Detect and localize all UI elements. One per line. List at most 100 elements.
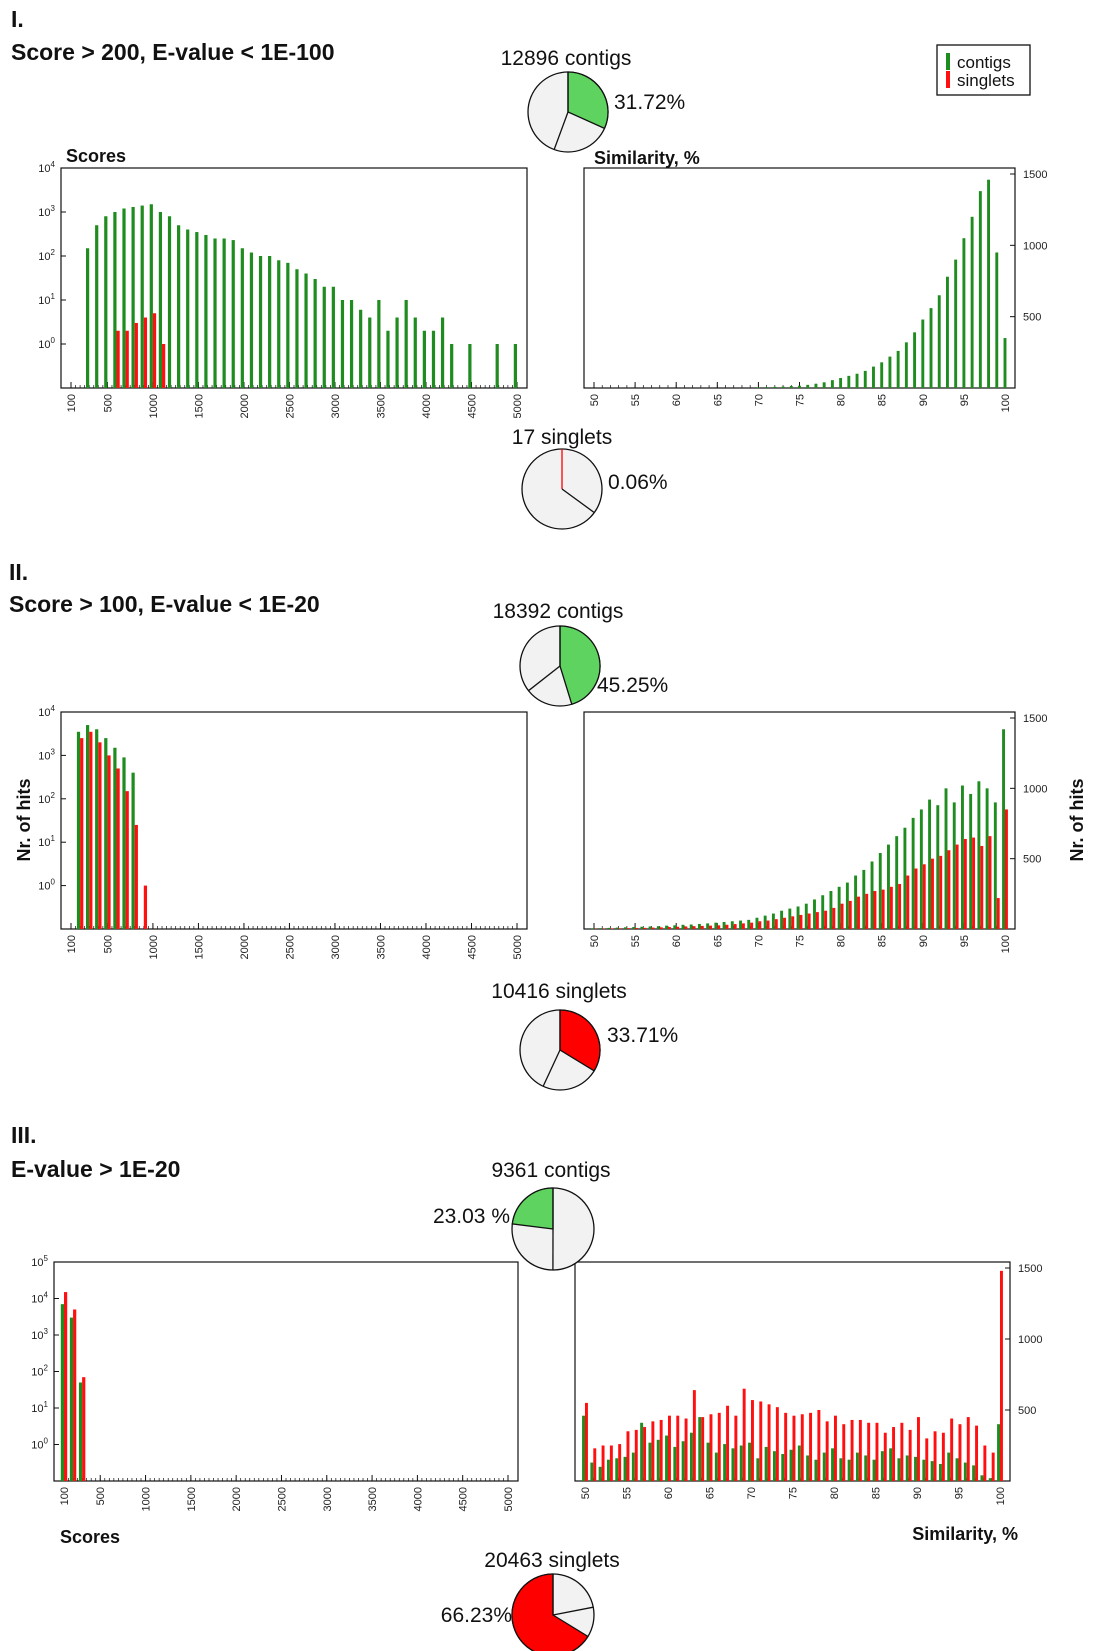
x-tick-label: 85: [877, 935, 889, 947]
bar-singlets: [832, 907, 836, 929]
y-tick-label: 100: [38, 878, 55, 893]
bar-singlets: [873, 891, 877, 929]
bar-singlets: [725, 924, 729, 929]
bar-contigs: [847, 1459, 851, 1481]
y-tick-label: 102: [38, 791, 55, 806]
x-tick-label: 80: [836, 394, 848, 406]
bar-singlets: [807, 913, 811, 929]
bar-singlets: [125, 330, 129, 388]
bar-contigs: [277, 260, 281, 388]
bar-contigs: [104, 216, 108, 388]
x-tick-label: 60: [671, 935, 683, 947]
bar-singlets: [858, 1419, 862, 1481]
bar-contigs: [947, 1452, 951, 1481]
bar-contigs: [723, 1444, 727, 1481]
x-tick-label: 55: [622, 1487, 634, 1499]
bar-contigs: [748, 1442, 751, 1481]
bar-contigs: [440, 317, 445, 388]
bar-contigs: [295, 269, 299, 388]
x-tick-label: 1500: [186, 1487, 198, 1511]
bar-contigs: [756, 1458, 760, 1481]
bar-contigs: [313, 279, 317, 388]
x-tick-label: 65: [712, 935, 724, 947]
bar-contigs: [972, 1465, 976, 1481]
pie-divider: [553, 111, 569, 150]
x-tick-label: 70: [753, 935, 765, 947]
plot-frame: [60, 711, 528, 930]
chart-II-scores-ylabel: Nr. of hits: [14, 778, 34, 861]
x-tick-label: 500: [102, 935, 114, 953]
x-tick-label: 90: [918, 394, 930, 406]
bar-singlets: [651, 927, 655, 929]
bar-singlets: [659, 1419, 663, 1481]
bar-contigs: [76, 731, 81, 929]
bar-contigs: [268, 256, 272, 388]
bar-singlets: [784, 1412, 788, 1481]
bar-singlets: [925, 1438, 929, 1481]
bar-singlets: [898, 883, 902, 929]
bar-contigs: [872, 1459, 876, 1481]
y-tick-label: 100: [38, 336, 55, 351]
bar-contigs: [995, 252, 999, 388]
y-tick-base: 10: [38, 339, 50, 351]
bar-contigs: [131, 772, 135, 929]
pie-I-singlets-percent: 0.06%: [608, 471, 668, 494]
bar-contigs: [954, 259, 958, 388]
pie-III-contigs-caption: 9361 contigs: [491, 1159, 610, 1182]
bar-contigs: [404, 300, 408, 388]
y-tick-label: 1000: [1023, 783, 1047, 795]
bar-singlets: [676, 926, 680, 929]
bar-singlets: [966, 1417, 970, 1481]
x-tick-label: 2000: [231, 1487, 243, 1511]
x-tick-label: 100: [1000, 935, 1012, 953]
x-tick-label: 3500: [375, 935, 387, 959]
bar-contigs: [591, 928, 594, 929]
x-tick-label: 1500: [193, 935, 205, 959]
bar-contigs: [814, 1459, 818, 1481]
bar-singlets: [741, 923, 745, 929]
bar-singlets: [667, 927, 671, 929]
bar-contigs: [599, 928, 603, 929]
bar-contigs: [788, 908, 792, 929]
x-tick-label: 65: [712, 394, 724, 406]
y-tick-base: 10: [38, 295, 50, 307]
x-tick-label: 5000: [503, 1487, 515, 1511]
y-tick-base: 10: [31, 1330, 43, 1342]
bar-singlets: [692, 926, 696, 929]
x-tick-label: 2000: [239, 935, 251, 959]
y-tick-base: 10: [38, 750, 50, 762]
x-tick-label: 4500: [458, 1487, 470, 1511]
chart-II-similarity-ylabel: Nr. of hits: [1067, 778, 1087, 861]
bar-contigs: [140, 205, 144, 388]
x-tick-label: 60: [671, 394, 683, 406]
legend: contigs singlets: [936, 44, 1031, 96]
bar-contigs: [495, 344, 499, 388]
bar-contigs: [781, 386, 785, 388]
bar-contigs: [798, 385, 801, 388]
x-tick-label: 55: [630, 935, 642, 947]
x-tick-label: 50: [589, 935, 601, 947]
x-tick-label: 1000: [141, 1487, 153, 1511]
bar-contigs: [706, 923, 710, 929]
bar-singlets: [80, 738, 84, 929]
bar-singlets: [643, 1427, 647, 1481]
bar-contigs: [771, 913, 775, 929]
x-tick-label: 80: [829, 1487, 841, 1499]
chart-I-scores-title: Scores: [66, 146, 126, 166]
bar-singlets: [651, 1421, 655, 1481]
y-tick-label: 1500: [1018, 1263, 1042, 1275]
bar-contigs: [937, 295, 941, 388]
bar-singlets: [792, 1415, 796, 1481]
bar-contigs: [468, 344, 472, 388]
bar-singlets: [867, 1422, 871, 1481]
bar-singlets: [618, 928, 622, 929]
legend-label-contigs: contigs: [957, 53, 1011, 72]
bar-singlets: [933, 1431, 937, 1481]
bar-contigs: [911, 817, 915, 929]
bar-contigs: [60, 1304, 64, 1481]
bar-singlets: [892, 1427, 896, 1481]
bar-singlets: [742, 1388, 746, 1481]
bar-contigs: [763, 915, 767, 929]
bar-contigs: [304, 273, 308, 388]
bar-contigs: [195, 232, 199, 388]
